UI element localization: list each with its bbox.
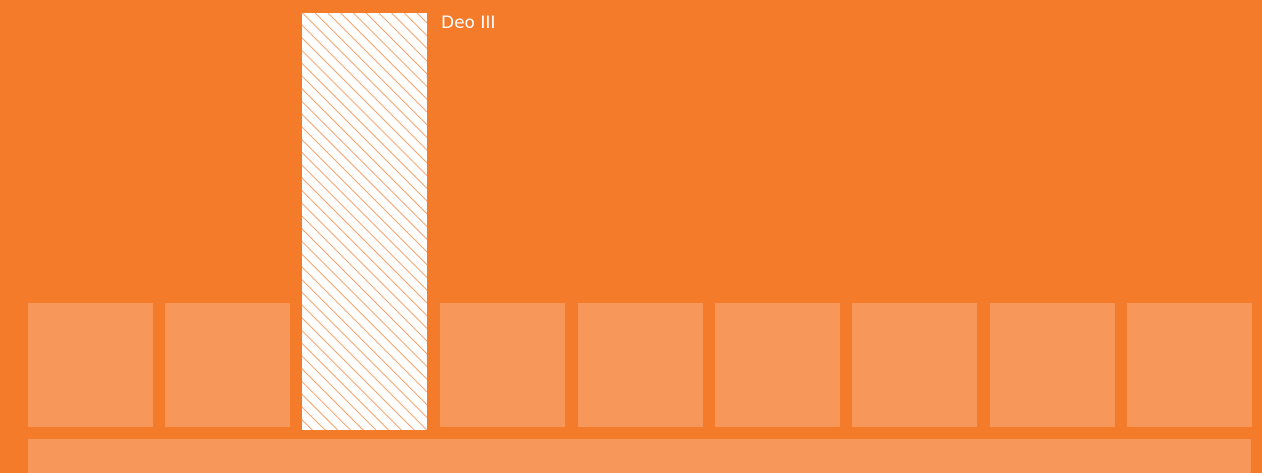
tile [990,303,1115,427]
tile [715,303,840,427]
highlight-label: Deo III [441,13,496,33]
tile [440,303,565,427]
highlighted-tile [302,13,427,430]
tile [1127,303,1252,427]
tile [165,303,290,427]
tile [578,303,703,427]
tile [28,303,153,427]
tile [852,303,977,427]
base-bar [28,439,1251,473]
